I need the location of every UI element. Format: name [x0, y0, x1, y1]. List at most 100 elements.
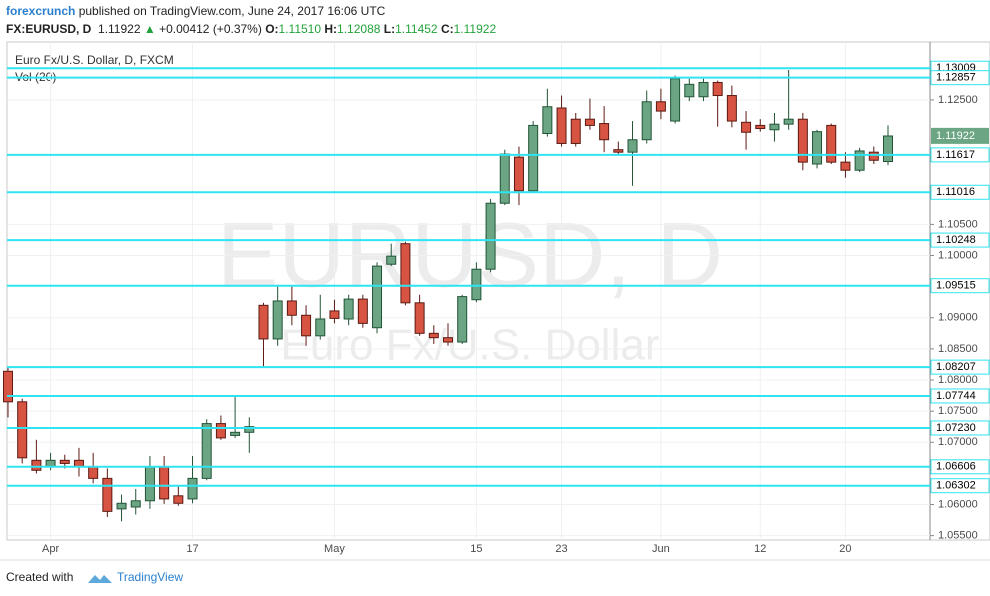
candle-body [599, 123, 610, 141]
y-tick-label: 1.10500 [938, 218, 978, 230]
candle-body [556, 107, 567, 144]
candle-body [201, 423, 212, 479]
level-label: 1.06302 [936, 480, 976, 492]
last-price-box [931, 127, 989, 144]
candle-body [655, 101, 666, 112]
candle-body [471, 268, 482, 301]
candle-body [854, 150, 865, 171]
candle-body [712, 81, 723, 97]
candle-body [400, 243, 411, 304]
x-tick-label: 15 [470, 543, 482, 555]
level-label-box [930, 232, 990, 248]
candle-body [499, 153, 510, 204]
footer-created: Created with [6, 570, 73, 584]
level-label-box [930, 184, 990, 200]
candle-body [684, 83, 695, 98]
candle-body [641, 101, 652, 141]
candle-body [73, 459, 84, 468]
candle-body [258, 304, 269, 340]
candle-body [286, 300, 297, 316]
y-tick-label: 1.08000 [938, 374, 978, 386]
candle-body [45, 459, 56, 468]
x-tick-label: Apr [42, 543, 59, 555]
y-tick-label: 1.08500 [938, 343, 978, 355]
candle-body [329, 310, 340, 319]
candle-body [769, 123, 780, 131]
last: 1.11922 [98, 22, 141, 36]
candle-body [627, 139, 638, 153]
y-tick-label: 1.07000 [938, 436, 978, 448]
candle-body [840, 161, 851, 171]
symbol-line: FX:EURUSD, D 1.11922 ▲ +0.00412 (+0.37%)… [6, 22, 496, 36]
candle-body [272, 300, 283, 340]
y-tick-label: 1.12500 [938, 94, 978, 106]
candle-body [755, 124, 766, 130]
level-label: 1.10248 [936, 234, 976, 246]
candle-body [116, 502, 127, 510]
candle-body [457, 296, 468, 343]
symbol: FX:EURUSD, D [6, 22, 92, 36]
arrow: ▲ [143, 22, 156, 36]
o-value: 1.11510 [278, 22, 322, 36]
header-line: forexcrunch published on TradingView.com… [6, 4, 385, 18]
h-label: H: [324, 22, 338, 36]
y-tick-label: 1.06000 [938, 498, 978, 510]
x-tick-label: 17 [186, 543, 198, 555]
x-tick-label: Jun [652, 543, 670, 555]
candle-body [159, 466, 170, 500]
candle-body [59, 459, 70, 464]
candle-body [570, 118, 581, 144]
change: +0.00412 (+0.37%) [159, 22, 262, 36]
level-label: 1.11016 [936, 186, 975, 198]
candle-body [428, 332, 439, 339]
candle-body [812, 131, 823, 165]
footer-brand[interactable]: TradingView [117, 570, 183, 584]
candle-body [215, 423, 226, 439]
candle-body [144, 466, 155, 502]
candle-body [698, 81, 709, 98]
x-tick-label: May [324, 543, 345, 555]
level-label-box [930, 70, 990, 86]
y-tick-label: 1.07500 [938, 405, 978, 417]
publisher[interactable]: forexcrunch [6, 4, 76, 18]
candle-body [187, 477, 198, 500]
candle-body [230, 431, 241, 436]
candle-body [357, 298, 368, 324]
watermark-subtitle: Euro Fx/U.S. Dollar [281, 321, 660, 370]
candle-body [584, 118, 595, 126]
level-label-box [930, 420, 990, 436]
candle-body [542, 106, 553, 135]
candle-body [513, 156, 524, 192]
candle-body [613, 149, 624, 153]
candle-body [315, 318, 326, 337]
candle-body [485, 202, 496, 270]
candle-body [386, 255, 397, 265]
o-label: O: [265, 22, 279, 36]
brand-logo [88, 575, 112, 583]
level-label-box [930, 359, 990, 375]
y-tick-label: 1.09000 [938, 312, 978, 324]
published: published on TradingView.com, June 24, 2… [78, 4, 386, 18]
h-value: 1.12088 [337, 22, 381, 36]
candle-body [372, 265, 383, 329]
level-label: 1.07744 [936, 390, 976, 402]
candle-body [783, 118, 794, 125]
level-label: 1.12857 [936, 72, 976, 84]
chart-frame [6, 41, 990, 541]
candle-body [883, 135, 893, 163]
candle-body [343, 298, 354, 320]
level-label: 1.11617 [936, 149, 975, 161]
level-label: 1.08207 [936, 361, 976, 373]
level-label-box [930, 478, 990, 494]
x-tick-label: 20 [839, 543, 851, 555]
candle-body [741, 121, 752, 133]
candle-body [670, 78, 681, 122]
c-label: C: [440, 22, 454, 36]
level-label: 1.07230 [936, 422, 976, 434]
candle-body [88, 466, 99, 479]
candle-body [826, 124, 837, 163]
candle-body [414, 302, 425, 334]
level-label-box [930, 459, 990, 475]
